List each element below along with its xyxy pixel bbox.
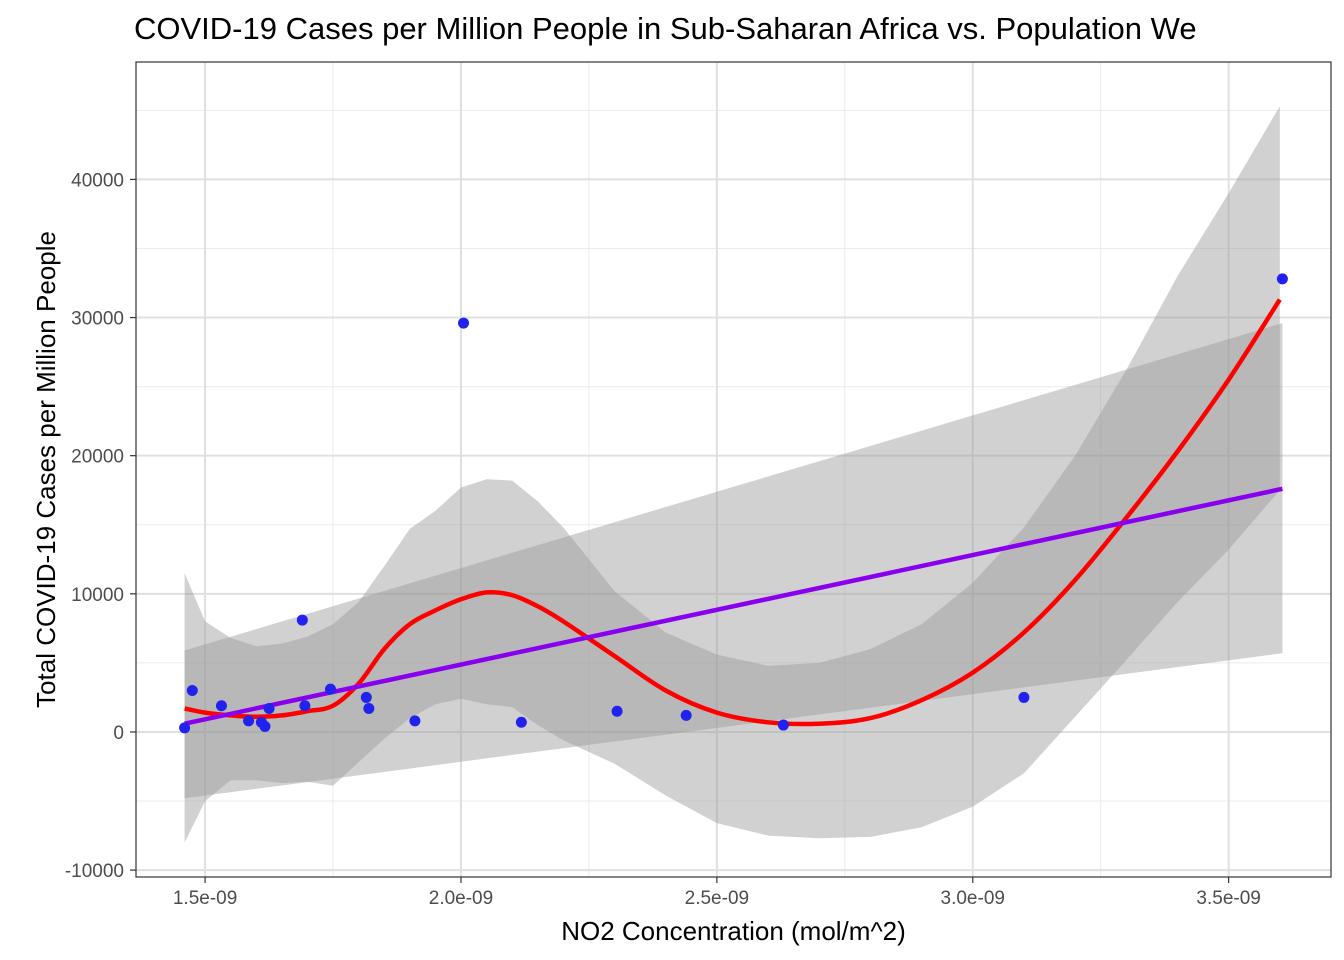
data-point	[259, 720, 271, 732]
x-tick-label: 3.5e-09	[1196, 888, 1260, 909]
data-point	[458, 317, 470, 329]
x-tick-label: 3.0e-09	[941, 888, 1005, 909]
data-point	[515, 716, 527, 728]
data-point	[296, 614, 308, 626]
y-axis: -10000 0 10000 20000 30000 40000	[65, 170, 136, 882]
x-tick-label: 2.5e-09	[685, 888, 749, 909]
fit-lines	[184, 298, 1283, 727]
plot-border	[135, 61, 1332, 878]
data-point	[777, 719, 789, 731]
data-point	[611, 705, 623, 717]
data-point	[263, 702, 275, 714]
data-point	[299, 700, 311, 712]
data-point	[186, 685, 198, 697]
loess-confidence-band	[184, 106, 1280, 843]
data-point	[409, 715, 421, 727]
data-point	[179, 722, 191, 734]
linear-fit-line	[184, 486, 1283, 726]
y-tick-label: 20000	[71, 447, 124, 468]
chart-title: COVID-19 Cases per Million People in Sub…	[134, 11, 1197, 46]
y-tick-label: 0	[113, 723, 124, 744]
data-point	[243, 715, 255, 727]
y-axis-title: Total COVID-19 Cases per Million People	[31, 231, 61, 708]
y-tick-label: 40000	[71, 170, 124, 191]
linear-confidence-band	[184, 323, 1283, 799]
data-point	[1276, 273, 1288, 285]
data-point	[360, 691, 372, 703]
data-point	[215, 700, 227, 712]
major-gridlines	[136, 62, 1331, 877]
loess-fit-line	[184, 298, 1282, 727]
confidence-bands	[184, 106, 1283, 843]
plot-panel	[136, 62, 1331, 877]
x-axis: 1.5e-09 2.0e-09 2.5e-09 3.0e-09 3.5e-09	[173, 877, 1261, 909]
minor-gridlines	[136, 62, 1331, 877]
y-tick-label: 10000	[71, 585, 124, 606]
data-point	[324, 683, 336, 695]
data-point	[363, 702, 375, 714]
data-points	[179, 273, 1288, 734]
y-tick-label: 30000	[71, 309, 124, 330]
data-point	[1018, 691, 1030, 703]
x-tick-label: 1.5e-09	[173, 888, 237, 909]
data-point	[680, 709, 692, 721]
y-tick-label: -10000	[65, 861, 124, 882]
x-axis-title: NO2 Concentration (mol/m^2)	[561, 916, 906, 946]
x-tick-label: 2.0e-09	[429, 888, 493, 909]
